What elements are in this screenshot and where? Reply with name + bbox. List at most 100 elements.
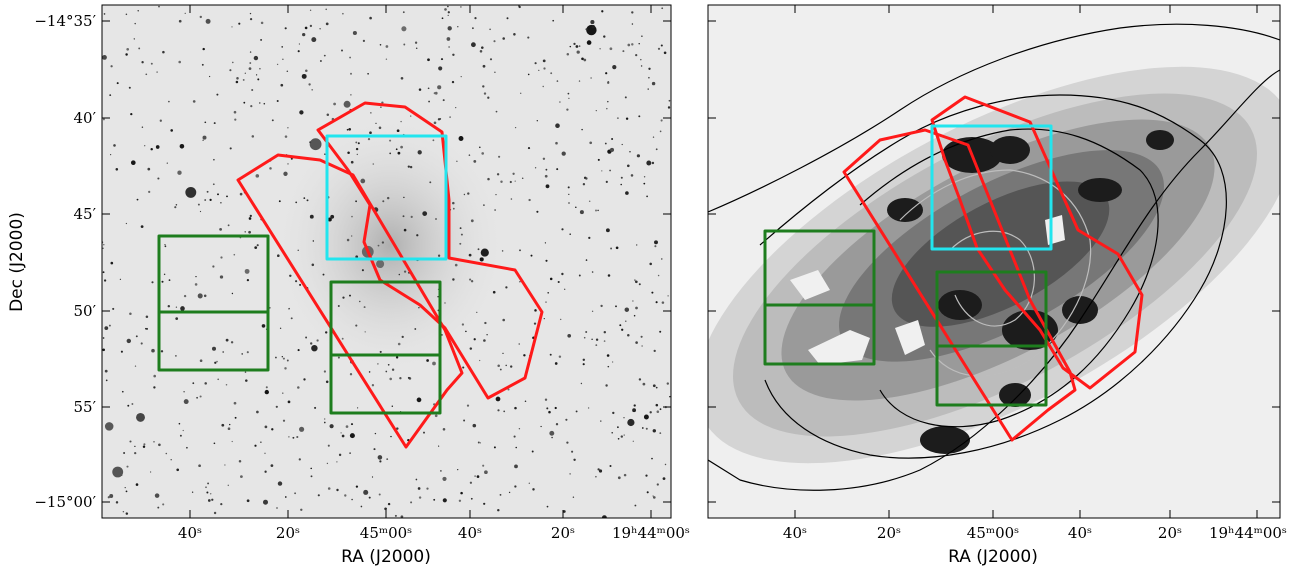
star xyxy=(219,275,224,279)
star xyxy=(599,48,601,50)
star xyxy=(544,242,547,244)
star xyxy=(175,204,178,206)
star xyxy=(652,496,656,499)
star xyxy=(524,400,527,402)
star xyxy=(581,128,583,131)
star xyxy=(199,359,203,363)
star xyxy=(310,467,312,470)
left-y-ticks xyxy=(102,20,671,503)
star xyxy=(276,63,279,66)
star xyxy=(631,11,634,14)
star xyxy=(427,87,430,90)
star xyxy=(349,433,355,439)
star xyxy=(102,271,105,274)
star xyxy=(428,100,431,103)
star xyxy=(403,196,405,199)
star xyxy=(277,254,280,257)
star xyxy=(182,429,184,432)
star xyxy=(442,99,445,102)
star xyxy=(624,307,630,312)
star xyxy=(144,145,146,147)
star xyxy=(184,12,186,15)
star xyxy=(209,198,212,202)
star xyxy=(508,491,511,494)
star xyxy=(588,200,591,203)
star xyxy=(448,46,450,48)
star xyxy=(663,51,667,55)
star xyxy=(610,247,613,250)
star xyxy=(135,483,139,486)
star xyxy=(418,496,422,499)
star xyxy=(659,130,662,133)
star xyxy=(513,435,516,438)
star xyxy=(377,363,379,365)
star xyxy=(351,235,353,237)
star xyxy=(545,184,550,189)
star xyxy=(327,487,331,490)
star xyxy=(554,362,558,365)
star xyxy=(287,163,289,165)
star xyxy=(216,360,218,363)
star xyxy=(302,32,306,37)
star xyxy=(153,386,156,389)
star xyxy=(585,259,588,261)
ra-tick-label: 19ʰ44ᵐ00ˢ xyxy=(612,524,690,542)
star xyxy=(309,138,322,151)
star xyxy=(515,446,517,449)
star xyxy=(661,7,664,10)
star xyxy=(519,281,521,283)
star xyxy=(292,436,295,439)
star xyxy=(397,151,401,155)
star xyxy=(221,423,225,427)
star xyxy=(227,427,231,431)
star xyxy=(489,28,491,31)
star xyxy=(379,350,382,353)
star xyxy=(532,488,535,491)
star xyxy=(605,228,610,233)
star xyxy=(612,64,617,70)
star xyxy=(477,441,480,444)
star xyxy=(617,476,621,480)
star xyxy=(444,8,447,11)
star xyxy=(170,129,173,132)
star xyxy=(362,39,366,43)
star xyxy=(578,80,581,82)
star xyxy=(260,441,262,443)
star xyxy=(355,147,359,151)
star xyxy=(471,42,476,48)
star xyxy=(109,494,114,498)
star xyxy=(395,148,398,151)
star xyxy=(457,26,459,28)
star xyxy=(518,343,520,345)
star xyxy=(640,65,643,67)
star xyxy=(542,157,546,160)
star xyxy=(579,210,584,215)
star xyxy=(301,73,307,79)
star xyxy=(239,192,243,196)
star xyxy=(591,25,595,29)
star xyxy=(369,131,372,135)
star xyxy=(407,376,410,379)
star xyxy=(484,321,487,325)
star xyxy=(306,199,309,202)
star xyxy=(509,180,512,184)
star xyxy=(654,240,658,245)
star xyxy=(217,378,220,381)
star xyxy=(299,283,302,286)
star xyxy=(549,430,555,436)
star xyxy=(391,405,394,408)
star xyxy=(198,464,201,468)
star xyxy=(548,410,551,414)
star xyxy=(477,248,480,251)
star xyxy=(397,342,401,346)
star xyxy=(360,505,363,508)
star xyxy=(609,147,615,152)
star xyxy=(333,102,336,106)
star xyxy=(282,392,284,394)
red-region-northeast xyxy=(316,101,544,400)
star xyxy=(260,21,264,25)
star xyxy=(372,163,375,165)
ra-tick-label: 20ˢ xyxy=(276,524,300,542)
star xyxy=(655,386,658,389)
star xyxy=(102,348,105,352)
